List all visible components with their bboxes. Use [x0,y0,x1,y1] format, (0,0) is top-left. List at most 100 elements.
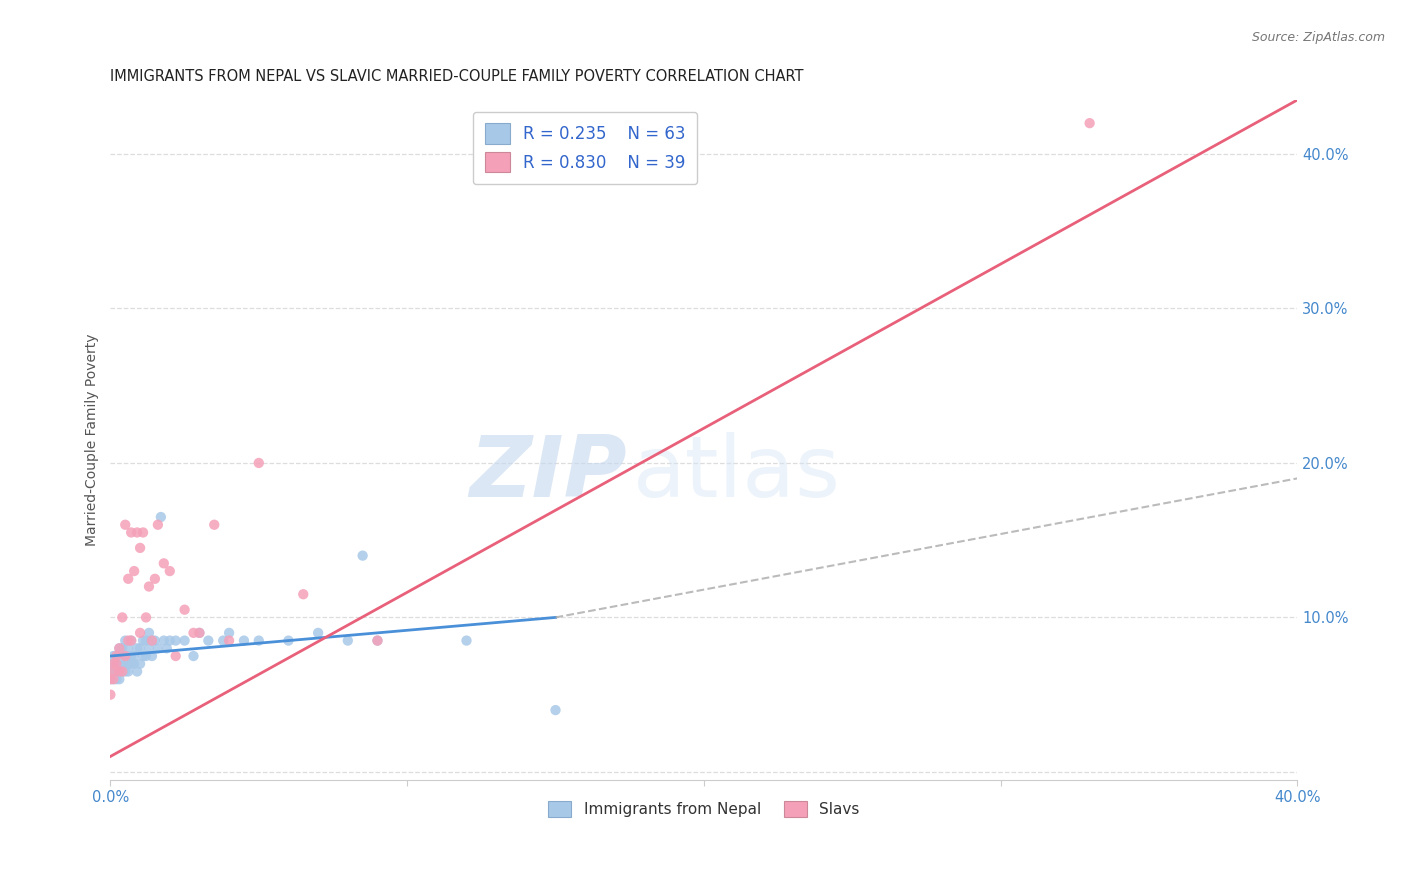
Point [108,665,131,679]
Point [544,703,567,717]
Point [117,641,139,656]
Point [352,549,374,563]
Point [218,625,240,640]
Point [153,557,176,571]
Point [117,572,139,586]
Text: Source: ZipAtlas.com: Source: ZipAtlas.com [1251,31,1385,45]
Point [105,657,128,671]
Point [183,625,205,640]
Point [129,641,152,656]
Point [122,648,145,663]
Point [105,648,128,663]
Point [159,633,181,648]
Point [114,648,136,663]
Point [188,625,211,640]
Point [120,525,142,540]
Point [247,456,270,470]
Point [292,587,315,601]
Point [100,688,122,702]
Point [127,525,149,540]
Point [173,633,195,648]
Point [153,633,176,648]
Point [100,657,122,671]
Point [141,648,163,663]
Point [129,541,152,555]
Point [122,564,145,578]
Point [117,657,139,671]
Point [135,648,157,663]
Point [100,672,122,686]
Point [100,665,122,679]
Point [117,665,139,679]
Point [114,657,136,671]
Point [138,641,160,656]
Point [132,525,155,540]
Point [111,641,134,656]
Point [141,633,163,648]
Point [103,672,125,686]
Point [120,648,142,663]
Point [232,633,254,648]
Text: IMMIGRANTS FROM NEPAL VS SLAVIC MARRIED-COUPLE FAMILY POVERTY CORRELATION CHART: IMMIGRANTS FROM NEPAL VS SLAVIC MARRIED-… [111,69,804,84]
Point [336,633,359,648]
Point [120,633,142,648]
Point [146,517,169,532]
Point [114,648,136,663]
Point [103,665,125,679]
Point [132,633,155,648]
Point [105,672,128,686]
Point [127,641,149,656]
Point [138,580,160,594]
Point [103,657,125,671]
Point [1078,116,1101,130]
Point [103,672,125,686]
Point [129,625,152,640]
Point [105,665,128,679]
Point [108,641,131,656]
Point [143,572,166,586]
Point [165,633,187,648]
Point [111,610,134,624]
Point [120,633,142,648]
Point [114,517,136,532]
Point [366,633,388,648]
Point [135,633,157,648]
Text: atlas: atlas [633,433,841,516]
Point [111,665,134,679]
Point [156,641,179,656]
Point [456,633,478,648]
Point [108,641,131,656]
Point [108,665,131,679]
Point [117,633,139,648]
Point [149,510,172,524]
Y-axis label: Married-Couple Family Poverty: Married-Couple Family Poverty [86,334,100,546]
Point [143,633,166,648]
Point [100,672,122,686]
Point [138,625,160,640]
Point [132,648,155,663]
Point [159,564,181,578]
Point [122,657,145,671]
Point [277,633,299,648]
Point [146,641,169,656]
Point [103,665,125,679]
Point [307,625,329,640]
Point [105,648,128,663]
Point [197,633,219,648]
Point [114,665,136,679]
Point [165,648,187,663]
Point [135,610,157,624]
Point [114,633,136,648]
Point [120,657,142,671]
Point [247,633,270,648]
Point [183,648,205,663]
Point [366,633,388,648]
Point [103,657,125,671]
Point [202,517,225,532]
Point [105,657,128,671]
Point [129,657,152,671]
Point [111,657,134,671]
Point [212,633,235,648]
Point [188,625,211,640]
Point [173,603,195,617]
